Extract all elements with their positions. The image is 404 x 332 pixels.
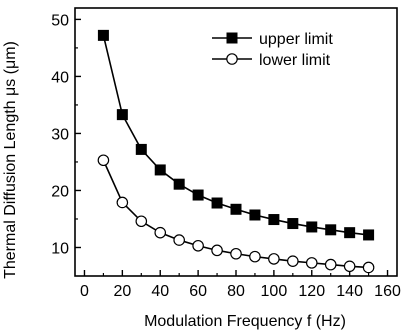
- x-tick-label: 140: [336, 283, 363, 300]
- legend-item: upper limit: [212, 31, 333, 48]
- data-point: [173, 234, 185, 246]
- x-tick-label: 60: [189, 283, 207, 300]
- data-point: [116, 196, 129, 209]
- x-tick-label: 0: [80, 283, 89, 300]
- y-axis-title: Thermal Diffusion Length μs (μm): [2, 41, 19, 279]
- y-tick-label: 50: [51, 12, 69, 29]
- data-point: [305, 257, 318, 269]
- y-tick-label: 10: [51, 240, 69, 257]
- legend-marker: [226, 53, 238, 65]
- data-point: [343, 260, 356, 273]
- data-point: [268, 214, 280, 226]
- data-point: [154, 226, 167, 239]
- data-point: [287, 255, 299, 267]
- x-tick-label: 80: [227, 283, 245, 300]
- x-axis-title: Modulation Frequency f (Hz): [144, 313, 346, 330]
- data-point: [192, 239, 204, 252]
- data-point: [324, 258, 337, 271]
- data-point: [135, 143, 147, 155]
- data-point: [154, 164, 166, 176]
- x-tick-label: 120: [298, 283, 325, 300]
- data-point: [325, 224, 337, 236]
- legend-label: upper limit: [259, 31, 333, 48]
- data-point: [344, 227, 356, 239]
- x-axis-ticks: 0 20 40 60 80 100 120 140 160: [80, 270, 401, 300]
- legend-label: lower limit: [259, 52, 331, 69]
- data-point: [230, 247, 242, 260]
- data-point: [306, 221, 318, 233]
- x-tick-label: 160: [374, 283, 401, 300]
- series-layer: [97, 29, 375, 274]
- data-point: [192, 189, 204, 201]
- x-tick-label: 100: [261, 283, 288, 300]
- y-axis-ticks: 10 20 30 40 50: [51, 12, 81, 257]
- series-upper-limit: [97, 29, 375, 241]
- data-point: [287, 218, 299, 230]
- x-tick-label: 20: [113, 283, 131, 300]
- y-tick-label: 30: [51, 126, 69, 143]
- data-point: [362, 261, 375, 274]
- data-point: [116, 109, 128, 121]
- y-tick-label: 20: [51, 183, 69, 200]
- data-point: [135, 215, 148, 228]
- series-lower-limit: [97, 154, 375, 274]
- data-point: [211, 197, 223, 209]
- data-point: [268, 253, 280, 265]
- legend-item: lower limit: [212, 52, 331, 69]
- data-point: [249, 209, 261, 221]
- y-tick-label: 40: [51, 69, 69, 86]
- data-point: [230, 203, 242, 215]
- data-point: [97, 29, 109, 41]
- data-point: [211, 244, 223, 257]
- x-tick-label: 40: [151, 283, 169, 300]
- data-point: [249, 250, 261, 263]
- legend: upper limit lower limit: [212, 31, 333, 69]
- legend-marker: [226, 32, 238, 44]
- data-point: [97, 154, 110, 167]
- data-point: [363, 229, 375, 241]
- data-point: [173, 178, 185, 190]
